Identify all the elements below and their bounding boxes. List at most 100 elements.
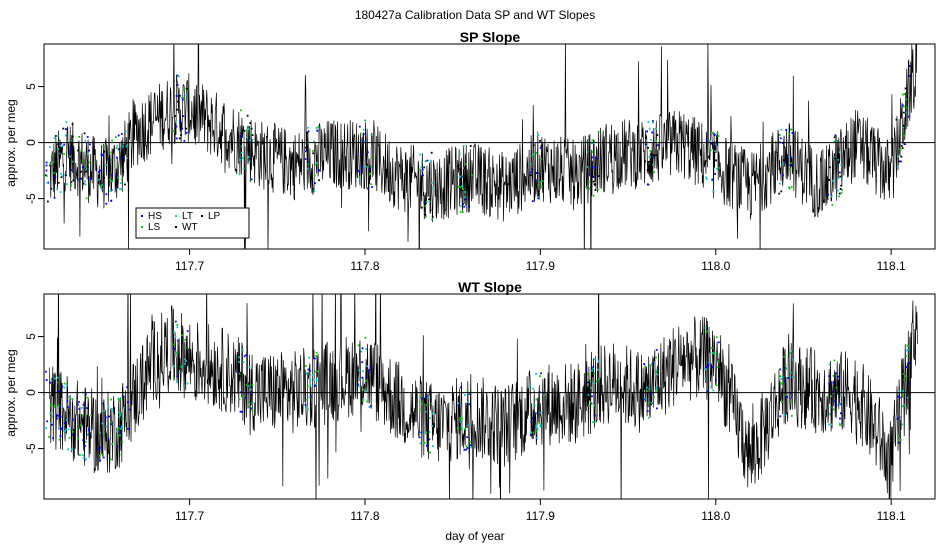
ls-point (110, 398, 112, 401)
hs-point (105, 416, 107, 419)
wt-slope-ylabel: approx. per meg (4, 349, 18, 436)
ls-point (541, 185, 543, 188)
hs-point (898, 441, 901, 444)
lt-point (240, 152, 243, 154)
lt-point (182, 384, 185, 387)
hs-point (128, 408, 131, 411)
ls-point (110, 421, 113, 424)
lt-point (306, 405, 308, 408)
hs-point (418, 436, 421, 439)
ls-point (115, 136, 117, 138)
lp-point (423, 166, 426, 169)
lp-point (122, 170, 125, 173)
hs-point (530, 168, 533, 171)
lt-point (591, 369, 594, 372)
lt-point (536, 437, 538, 439)
hs-point (465, 448, 468, 451)
hs-point (791, 132, 794, 134)
ls-point (597, 130, 600, 133)
ls-point (240, 109, 242, 112)
lt-point (365, 348, 368, 350)
hs-point (107, 437, 110, 440)
lt-point (68, 396, 71, 398)
lt-point (65, 428, 67, 431)
lt-point (180, 97, 183, 99)
hs-point (592, 176, 595, 178)
ls-point (359, 132, 362, 135)
hs-point (245, 354, 248, 356)
hs-point (71, 169, 73, 171)
hs-point (87, 429, 90, 432)
lp-point (594, 173, 597, 176)
lt-point (60, 172, 62, 175)
lt-point (587, 394, 590, 396)
ls-point (102, 146, 105, 148)
hs-point (52, 437, 54, 440)
lt-point (838, 151, 841, 154)
sp-slope-title: SP Slope (460, 29, 521, 45)
lt-point (597, 368, 599, 371)
lp-point (540, 144, 543, 147)
hs-point (120, 133, 123, 135)
lt-point (648, 155, 651, 158)
ls-point (102, 453, 104, 456)
hs-point (361, 165, 363, 168)
lt-point (420, 170, 423, 173)
lt-point (837, 158, 840, 161)
ls-point (655, 371, 657, 374)
hs-point (531, 417, 534, 420)
lt-point (249, 139, 251, 142)
hs-point (185, 131, 188, 134)
hs-point (651, 362, 654, 365)
lt-point (839, 403, 841, 406)
hs-point (240, 410, 243, 413)
hs-point (105, 193, 108, 196)
hs-point (314, 357, 316, 360)
lt-point (906, 396, 909, 399)
lt-point (902, 390, 904, 392)
lt-point (780, 129, 783, 131)
lt-point (429, 417, 431, 420)
hs-point (469, 444, 472, 447)
ls-point (50, 404, 53, 407)
ls-point (307, 163, 310, 166)
ls-point (902, 93, 904, 96)
ls-point (784, 364, 787, 367)
lt-point (176, 380, 178, 383)
lt-point (712, 190, 715, 192)
ls-point (49, 162, 52, 165)
ls-point (117, 435, 119, 438)
hs-point (181, 127, 183, 130)
lt-point (536, 428, 539, 430)
lt-point (783, 413, 786, 416)
lt-point (829, 406, 832, 409)
hs-point (643, 363, 646, 365)
ls-point (305, 365, 307, 367)
lt-point (110, 408, 113, 410)
lp-point (457, 164, 459, 167)
lp-point (176, 108, 178, 111)
ls-point (99, 185, 102, 187)
ls-point (241, 157, 244, 160)
hs-point (107, 158, 109, 161)
ls-point (120, 453, 123, 456)
hs-point (426, 159, 429, 162)
hs-point (45, 164, 48, 167)
hs-point (712, 366, 714, 369)
ls-point (838, 195, 840, 198)
hs-point (529, 433, 532, 436)
sp-slope-ylabel: approx. per meg (4, 99, 18, 186)
ls-point (249, 179, 252, 182)
hs-point (790, 396, 793, 399)
wt-series-line (48, 44, 918, 249)
ls-point (459, 210, 462, 213)
hs-point (110, 189, 113, 191)
hs-point (53, 196, 56, 199)
hs-point (466, 447, 469, 449)
hs-point (596, 157, 599, 160)
hs-point (67, 406, 69, 408)
hs-point (176, 74, 179, 77)
lt-point (790, 350, 793, 352)
hs-point (585, 369, 588, 371)
hs-point (99, 446, 102, 449)
